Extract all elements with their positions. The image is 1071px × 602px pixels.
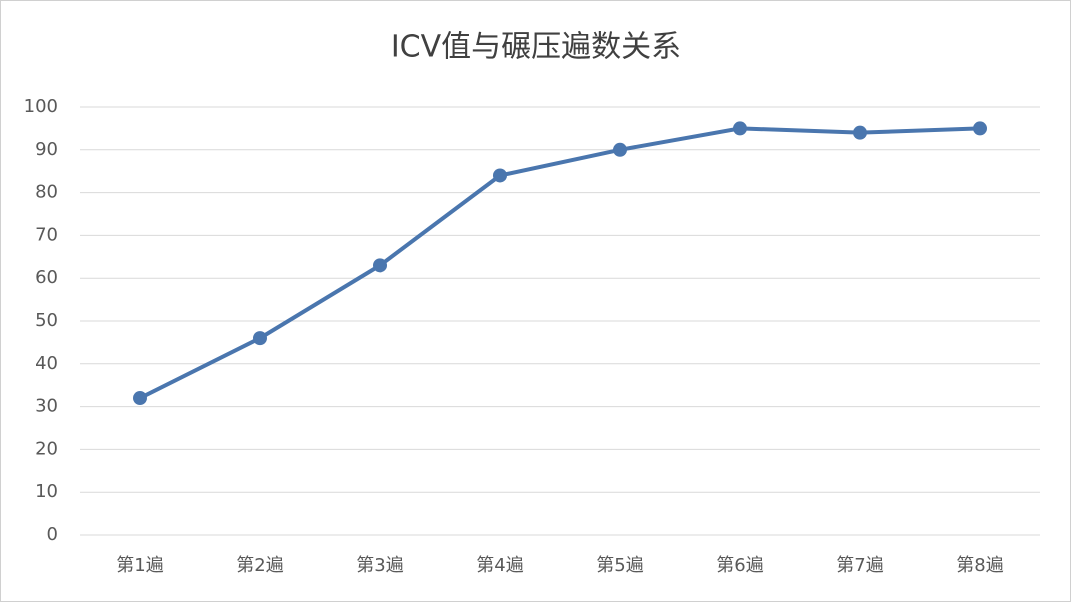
y-tick-label: 70 [35,224,58,245]
x-tick-label: 第8遍 [956,555,1003,576]
y-tick-label: 60 [35,267,58,288]
x-tick-label: 第4遍 [476,555,523,576]
x-tick-label: 第7遍 [836,555,883,576]
x-tick-label: 第5遍 [596,555,643,576]
y-tick-label: 20 [35,438,58,459]
line [139,126,981,400]
y-tick-label: 10 [35,481,58,502]
y-tick-label: 100 [24,96,58,117]
x-tick-label: 第6遍 [716,555,763,576]
x-tick-label: 第1遍 [116,555,163,576]
y-tick-label: 90 [35,139,58,160]
point [973,121,987,136]
point [613,142,627,157]
point [133,391,147,406]
point [493,168,507,183]
point [373,258,387,273]
y-tick-label: 30 [35,396,58,417]
chart-title: ICV值与碾压遍数关系 [391,30,681,65]
y-tick-label: 50 [35,310,58,331]
x-tick-label: 第3遍 [356,555,403,576]
y-tick-label: 40 [35,353,58,374]
y-tick-label: 0 [47,524,58,545]
point [253,331,267,346]
point [853,125,867,140]
x-tick-label: 第2遍 [236,555,283,576]
y-tick-label: 80 [35,182,58,203]
point [733,121,747,136]
